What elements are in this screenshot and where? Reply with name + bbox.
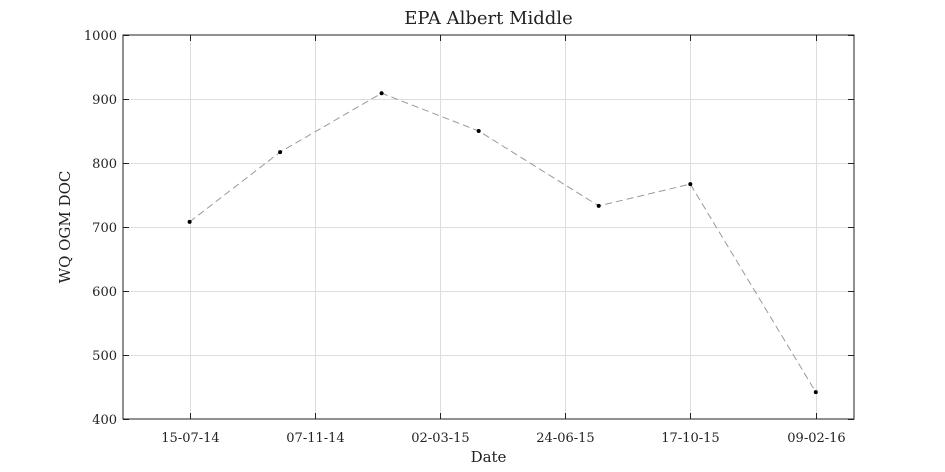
data-point — [596, 203, 601, 208]
data-point — [379, 91, 384, 96]
y-tick-label: 400 — [92, 413, 117, 428]
x-tick-label: 15-07-14 — [161, 431, 219, 446]
axis-ticks — [123, 35, 854, 420]
y-tick-label: 500 — [92, 349, 117, 364]
data-point — [476, 129, 481, 133]
x-tick-label: 24-06-15 — [536, 431, 594, 446]
x-axis-label: Date — [471, 448, 507, 466]
x-tick-label: 02-03-15 — [411, 431, 469, 446]
series-line — [189, 92, 817, 393]
data-point — [278, 150, 283, 155]
data-point — [813, 390, 818, 395]
y-tick-label: 700 — [92, 221, 117, 236]
y-axis-label: WQ OGM DOC — [56, 171, 74, 284]
data-points — [187, 91, 818, 395]
x-tick-label: 09-02-16 — [787, 431, 845, 446]
y-tick-label: 1000 — [84, 29, 117, 44]
y-tick-labels: 400 500 600 700 800 900 1000 — [84, 29, 117, 428]
x-tick-labels: 15-07-14 07-11-14 02-03-15 24-06-15 17-10-15… — [161, 431, 845, 446]
grid-lines — [123, 35, 854, 419]
data-point — [688, 182, 693, 187]
x-tick-label: 17-10-15 — [661, 431, 719, 446]
y-tick-label: 600 — [92, 285, 117, 300]
y-tick-label: 900 — [92, 93, 117, 108]
data-point — [187, 219, 192, 224]
y-tick-label: 800 — [92, 157, 117, 172]
chart-title: EPA Albert Middle — [404, 8, 572, 29]
x-tick-label: 07-11-14 — [286, 431, 344, 446]
